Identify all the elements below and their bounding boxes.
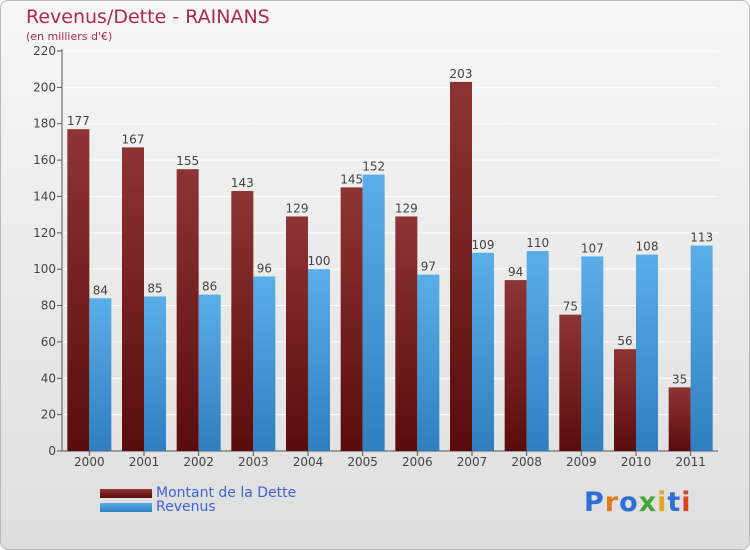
x-tick-label: 2004 [293,455,324,469]
y-tick-label: 100 [33,262,56,276]
y-tick-label: 160 [33,153,56,167]
data-label-debt: 203 [450,67,473,81]
data-label-debt: 56 [617,334,632,348]
data-label-revenus: 110 [526,236,549,250]
data-label-revenus: 86 [202,280,217,294]
data-label-revenus: 152 [362,160,385,174]
data-label-debt: 177 [67,114,90,128]
proxiti-logo: Proxiti [584,487,692,518]
data-label-revenus: 100 [308,254,331,268]
logo-letter: i [657,487,668,518]
bar-revenus [417,274,440,451]
bar-revenus [472,252,494,451]
x-tick-label: 2005 [347,455,378,469]
legend-swatch-revenus [100,502,152,512]
logo-letter: x [638,487,658,518]
axes: 0 20 40 60 80 100 120 140 160 180 200 220 2000 2001 20… [33,44,718,469]
x-tick-label: 2008 [511,455,542,469]
data-label-debt: 143 [231,176,254,190]
bar-revenus [198,294,221,451]
x-tick-label: 2011 [675,455,706,469]
x-tick-label: 2000 [74,455,105,469]
x-tick-label: 2009 [566,455,597,469]
y-tick-label: 40 [41,371,56,385]
y-tick-label: 200 [33,80,56,94]
y-tick-label: 140 [33,189,56,203]
data-label-revenus: 113 [690,231,713,245]
x-tick-label: 2007 [457,455,488,469]
data-label-revenus: 108 [636,240,659,254]
y-tick-label: 120 [33,226,56,240]
bar-debt [176,169,199,451]
x-tick-label: 2010 [621,455,652,469]
y-tick-label: 0 [48,444,56,458]
bar-revenus [308,269,330,451]
x-tick-label: 2001 [129,455,160,469]
legend-swatch-debt [100,488,152,498]
data-label-debt: 129 [286,201,309,215]
data-label-revenus: 85 [147,281,162,295]
logo-letter: r [604,487,620,518]
bar-debt [395,216,418,451]
legend-item-revenus: Revenus [100,499,296,515]
y-tick-label: 80 [41,299,56,313]
bar-debt [340,187,363,451]
data-label-debt: 145 [340,172,363,186]
y-tick-label: 220 [33,44,56,58]
data-label-debt: 75 [563,300,578,314]
bar-debt [67,129,90,451]
logo-letter: i [681,487,692,518]
bar-revenus [636,254,658,451]
bar-revenus [362,174,385,452]
data-label-debt: 155 [176,154,199,168]
bar-debt [231,191,254,451]
x-tick-label: 2002 [183,455,214,469]
bar-revenus [253,276,276,451]
legend-label-revenus: Revenus [156,499,216,515]
data-label-debt: 129 [395,201,418,215]
x-tick-label: 2006 [402,455,433,469]
y-tick-label: 180 [33,117,56,131]
grid-lines [62,50,718,452]
bar-debt [614,349,636,451]
chart-subtitle: (en milliers d'€) [26,30,113,43]
legend-label-debt: Montant de la Dette [156,485,297,501]
data-label-debt: 167 [122,132,145,146]
data-label-revenus: 97 [421,260,436,274]
bar-revenus [690,245,713,451]
logo-letter: P [584,487,605,518]
chart-title: Revenus/Dette - RAINANS [26,6,270,28]
x-tick-label: 2003 [238,455,269,469]
bar-debt [122,147,144,451]
data-label-revenus: 107 [581,241,604,255]
y-tick-label: 60 [41,335,56,349]
data-label-revenus: 84 [93,283,108,297]
bar-debt [504,280,527,451]
bars [67,81,713,452]
bar-revenus [526,251,549,451]
bar-debt [450,81,472,451]
legend: Montant de la Dette Revenus [100,485,297,515]
data-label-debt: 94 [508,265,523,279]
bar-debt [286,216,308,451]
y-tick-label: 20 [41,408,56,422]
data-label-revenus: 109 [472,238,495,252]
data-label-debt: 35 [672,372,687,386]
bar-debt [559,314,582,451]
bar-revenus [144,296,166,451]
data-label-revenus: 96 [257,261,272,275]
logo-letter: t [667,487,682,518]
legend-item-debt: Montant de la Dette [100,485,297,501]
bar-revenus [581,256,604,451]
logo-letter: o [619,487,639,518]
bar-revenus [89,298,112,451]
bar-debt [668,387,691,451]
